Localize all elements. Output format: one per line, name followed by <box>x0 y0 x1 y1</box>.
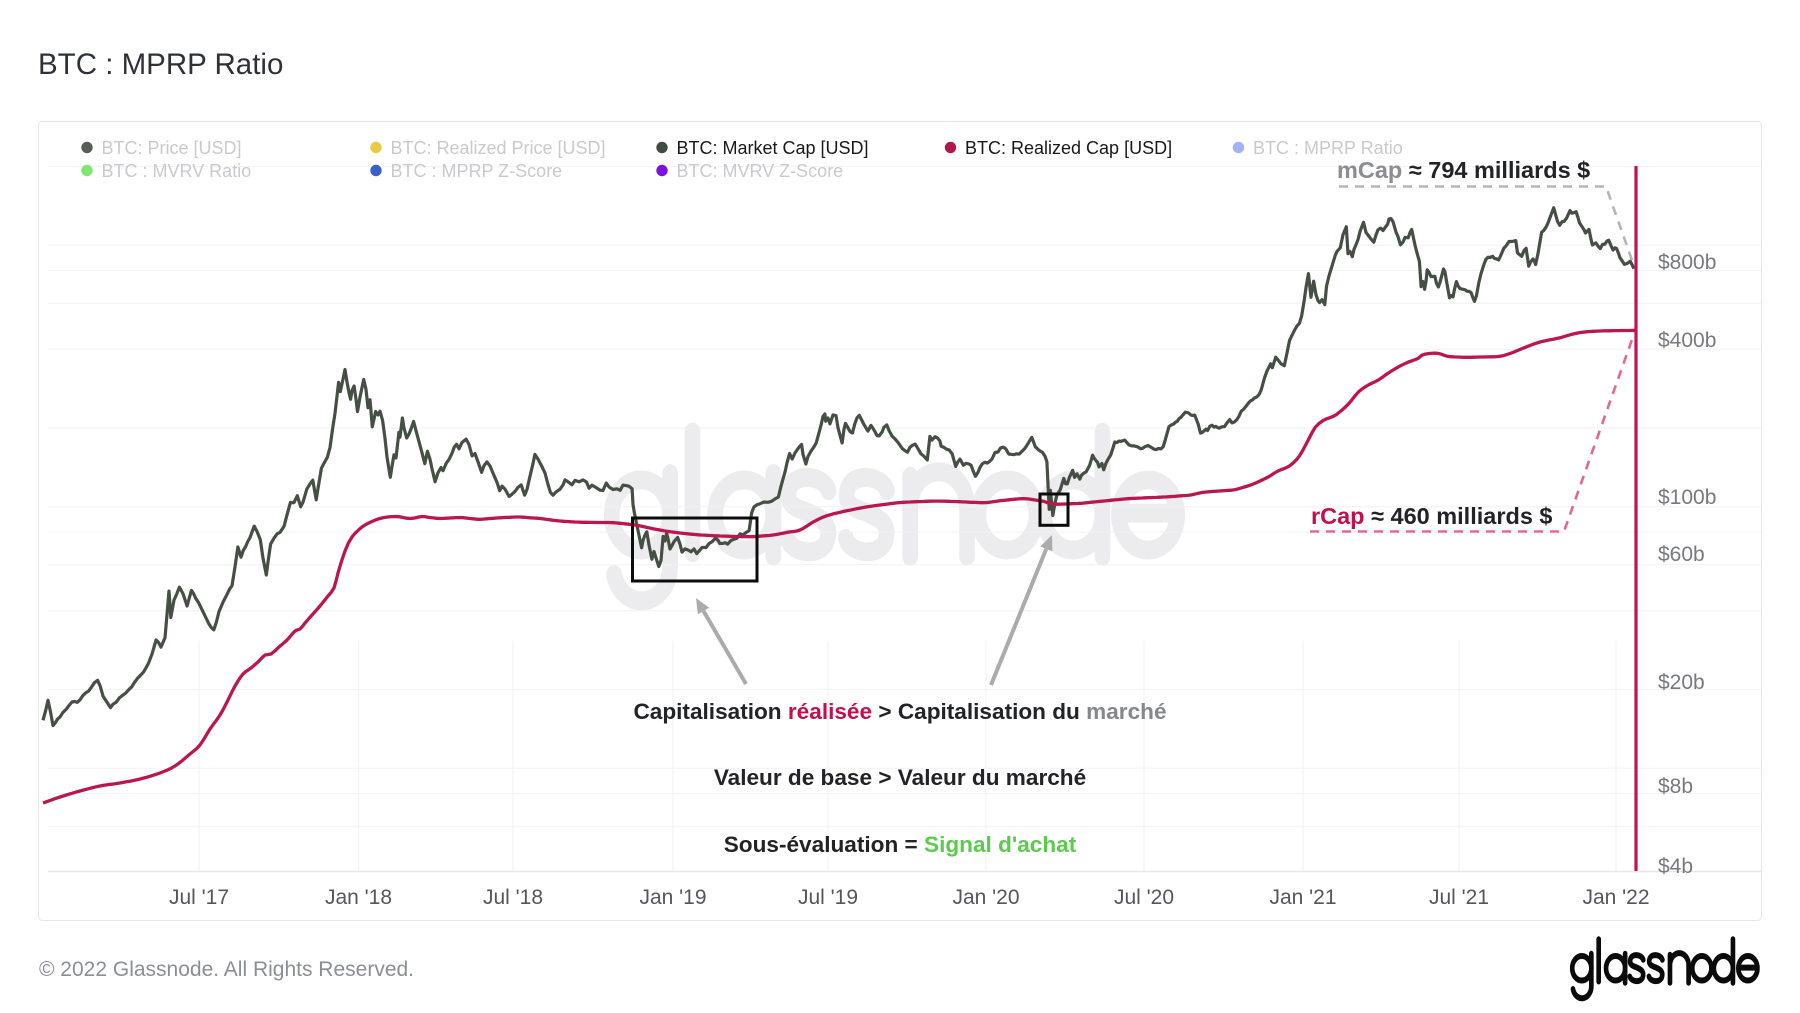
svg-text:Jan '21: Jan '21 <box>1269 886 1336 909</box>
svg-text:Jan '18: Jan '18 <box>325 886 392 909</box>
svg-text:Jan '20: Jan '20 <box>952 886 1019 909</box>
svg-text:Jul '21: Jul '21 <box>1429 886 1489 909</box>
svg-text:Jan '22: Jan '22 <box>1582 886 1649 909</box>
svg-text:BTC : MVRV Ratio: BTC : MVRV Ratio <box>102 161 252 181</box>
svg-text:Valeur de base > Valeur du mar: Valeur de base > Valeur du marché <box>714 765 1086 790</box>
svg-text:$400b: $400b <box>1658 329 1716 352</box>
svg-text:$4b: $4b <box>1658 855 1693 878</box>
svg-text:BTC: Price [USD]: BTC: Price [USD] <box>102 138 242 158</box>
svg-text:$60b: $60b <box>1658 543 1705 566</box>
svg-text:BTC : MPRP Ratio: BTC : MPRP Ratio <box>38 48 283 81</box>
svg-text:BTC: Realized Price [USD]: BTC: Realized Price [USD] <box>391 138 606 158</box>
svg-text:Jul '19: Jul '19 <box>798 886 858 909</box>
svg-text:BTC : MPRP Ratio: BTC : MPRP Ratio <box>1253 138 1403 158</box>
svg-text:Jul '20: Jul '20 <box>1114 886 1174 909</box>
svg-text:Jul '17: Jul '17 <box>169 886 229 909</box>
svg-text:© 2022 Glassnode. All Rights R: © 2022 Glassnode. All Rights Reserved. <box>39 958 414 981</box>
svg-text:Sous-évaluation = Signal d'ach: Sous-évaluation = Signal d'achat <box>724 832 1077 857</box>
svg-text:BTC: MVRV Z-Score: BTC: MVRV Z-Score <box>677 161 844 181</box>
svg-text:Jan '19: Jan '19 <box>639 886 706 909</box>
svg-text:BTC: Realized Cap [USD]: BTC: Realized Cap [USD] <box>965 138 1172 158</box>
svg-text:Jul '18: Jul '18 <box>483 886 543 909</box>
svg-text:mCap ≈ 794 milliards $: mCap ≈ 794 milliards $ <box>1337 157 1590 183</box>
svg-text:$100b: $100b <box>1658 486 1716 509</box>
svg-text:BTC : MPRP Z-Score: BTC : MPRP Z-Score <box>391 161 563 181</box>
svg-text:$20b: $20b <box>1658 671 1705 694</box>
svg-text:$800b: $800b <box>1658 251 1716 274</box>
svg-text:BTC: Market Cap [USD]: BTC: Market Cap [USD] <box>677 138 869 158</box>
svg-text:Capitalisation réalisée > Capi: Capitalisation réalisée > Capitalisation… <box>633 699 1166 724</box>
svg-text:rCap ≈ 460 milliards $: rCap ≈ 460 milliards $ <box>1311 503 1553 529</box>
svg-text:$8b: $8b <box>1658 775 1693 798</box>
